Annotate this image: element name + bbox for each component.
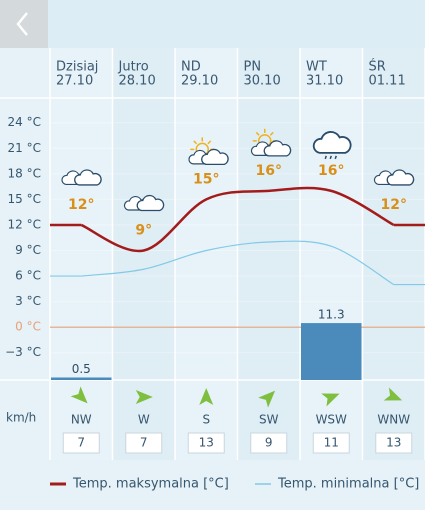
cloud-shape: [386, 169, 415, 186]
sun-ray: [255, 131, 260, 136]
day-date: 30.10: [244, 74, 281, 89]
precipitation-bar: [301, 323, 362, 380]
wind-direction: S: [202, 413, 210, 427]
temperature-line: [80, 186, 395, 253]
y-tick-label: 15 °C: [8, 192, 41, 206]
y-tick-label: 6 °C: [15, 269, 41, 283]
rain-drop: [324, 155, 327, 160]
wind-speed-box: [187, 432, 225, 454]
wind-speed: 13: [199, 436, 214, 450]
day-name: Dzisiaj: [56, 60, 98, 75]
day-date: 28.10: [119, 74, 156, 89]
max-temp-label: 16°: [318, 163, 344, 179]
wind-speed: 11: [324, 436, 339, 450]
wind-direction: W: [138, 413, 150, 427]
precipitation-label: 0.5: [72, 362, 91, 376]
max-temp-label: 16°: [256, 163, 282, 179]
sun-ray: [207, 140, 212, 145]
wind-speed-box: [312, 432, 350, 454]
legend-label: Temp. maksymalna [°C]: [72, 477, 229, 492]
day-date: 31.10: [306, 74, 343, 89]
wind-speed-box: [250, 432, 288, 454]
wind-arrow: [135, 390, 153, 404]
wind-speed: 7: [77, 436, 85, 450]
back-chevron: [16, 12, 28, 36]
day-date: 29.10: [181, 74, 218, 89]
day-name: PN: [244, 60, 262, 75]
wind-speed-box: [125, 432, 163, 454]
y-tick-label: 0 °C: [15, 320, 41, 334]
sun-ray: [193, 140, 198, 145]
day-column: [362, 48, 425, 460]
y-tick-label: 12 °C: [8, 217, 41, 231]
rain-drop: [334, 155, 337, 160]
precipitation-label: 11.3: [318, 308, 345, 322]
day-name: WT: [306, 60, 327, 75]
day-name: ŚR: [369, 59, 386, 75]
max-temp-label: 12°: [68, 197, 94, 213]
wind-direction: NW: [71, 413, 92, 427]
wind-direction: SW: [259, 413, 279, 427]
wind-unit: km/h: [6, 411, 36, 425]
y-tick-label: 9 °C: [15, 243, 41, 257]
wind-speed-box: [375, 432, 413, 454]
cloud-shape: [201, 148, 229, 166]
wind-speed-box: [62, 432, 100, 454]
sun-ray: [269, 131, 274, 136]
day-name: ND: [181, 60, 201, 75]
wind-arrow: [258, 390, 276, 408]
wind-arrow: [199, 388, 214, 405]
day-date: 01.11: [369, 74, 406, 89]
day-column: [300, 48, 363, 460]
cloud: [201, 148, 229, 166]
y-tick-label: 18 °C: [8, 166, 41, 180]
wind-direction: WSW: [316, 413, 347, 427]
y-tick-label: 3 °C: [15, 294, 41, 308]
day-date: 27.10: [56, 74, 93, 89]
cloud-shape: [312, 131, 352, 154]
cloud-shape: [136, 194, 165, 212]
y-tick-label: −3 °C: [5, 345, 41, 359]
rain-drop: [329, 155, 332, 160]
top-bar: [0, 0, 425, 48]
cloud-shape: [263, 140, 292, 157]
wind-speed: 7: [140, 436, 148, 450]
wind-arrow: [383, 387, 403, 401]
day-column: [237, 48, 300, 460]
wind-arrow: [70, 386, 88, 404]
precipitation-bar: [51, 377, 112, 380]
y-tick-label: 24 °C: [8, 115, 41, 129]
cloud: [312, 131, 352, 154]
temperature-line: [81, 240, 395, 286]
cloud: [386, 169, 415, 186]
legend-label: Temp. minimalna [°C]: [277, 477, 419, 492]
day-column: [112, 48, 175, 460]
day-name: Jutro: [118, 60, 149, 75]
cloud: [263, 140, 292, 157]
cloud: [74, 169, 102, 186]
max-temp-label: 12°: [381, 197, 407, 213]
wind-direction: WNW: [377, 413, 410, 427]
wind-speed: 13: [386, 436, 401, 450]
cloud: [136, 194, 165, 212]
wind-arrow: [321, 393, 340, 407]
max-temp-label: 15°: [193, 171, 219, 187]
back-button[interactable]: [0, 0, 48, 48]
max-temp-label: 9°: [135, 223, 152, 239]
cloud-shape: [74, 169, 102, 186]
wind-speed: 9: [265, 436, 273, 450]
y-tick-label: 21 °C: [8, 141, 41, 155]
